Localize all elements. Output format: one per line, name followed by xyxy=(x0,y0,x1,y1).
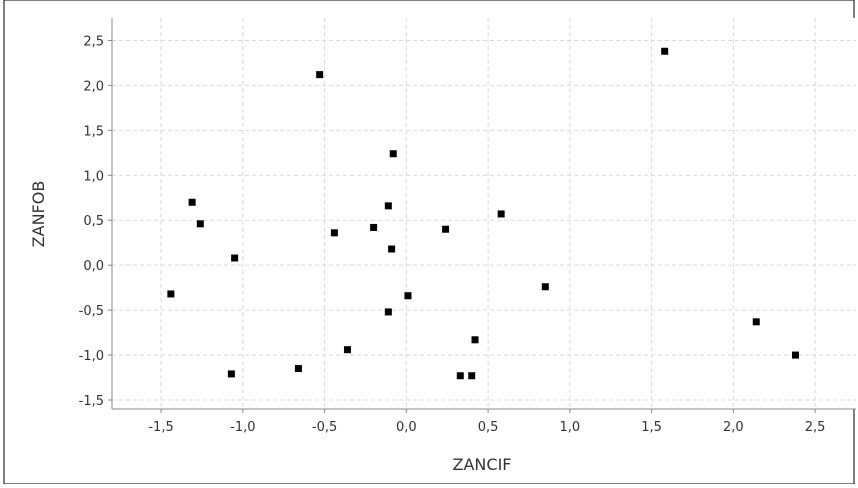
data-point xyxy=(370,223,378,231)
x-tick-label: -0,5 xyxy=(312,420,337,435)
data-point xyxy=(388,245,396,253)
grid-lines xyxy=(112,18,856,409)
y-tick-label: -1,0 xyxy=(79,349,104,364)
data-point xyxy=(404,292,412,300)
y-axis-label: ZANFOB xyxy=(29,181,48,248)
plot-area xyxy=(112,18,856,409)
data-point xyxy=(384,308,392,316)
y-tick-label: -0,5 xyxy=(79,304,104,319)
data-point xyxy=(231,254,239,262)
data-point xyxy=(196,220,204,228)
x-axis-label: ZANCIF xyxy=(453,455,512,474)
data-point xyxy=(752,318,760,326)
data-point xyxy=(791,351,799,359)
y-tick-label: 0,5 xyxy=(83,214,104,229)
data-point xyxy=(384,202,392,210)
data-point xyxy=(227,370,235,378)
data-point xyxy=(661,47,669,55)
data-point xyxy=(343,346,351,354)
y-tick-label: 2,0 xyxy=(83,79,104,94)
x-tick-label: -1,0 xyxy=(230,420,255,435)
x-tick-label: 1,5 xyxy=(641,420,662,435)
x-axis-ticks: -1,5 -1,0 -0,5 0,0 0,5 1,0 1,5 2,0 2,5 xyxy=(148,409,825,435)
x-tick-label: 2,0 xyxy=(723,420,744,435)
data-point xyxy=(389,150,397,158)
data-point xyxy=(316,71,324,79)
x-tick-label: 0,5 xyxy=(478,420,499,435)
y-tick-label: 0,0 xyxy=(83,259,104,274)
y-tick-label: 1,5 xyxy=(83,124,104,139)
data-point xyxy=(497,210,505,218)
y-tick-label: -1,5 xyxy=(79,394,104,409)
y-axis-ticks: -1,5 -1,0 -0,5 0,0 0,5 1,0 1,5 2,0 2,5 xyxy=(79,34,112,409)
x-tick-label: -1,5 xyxy=(148,420,173,435)
data-point xyxy=(442,225,450,233)
data-point xyxy=(541,283,549,291)
data-point xyxy=(330,229,338,237)
x-tick-label: 2,5 xyxy=(805,420,826,435)
y-tick-label: 1,0 xyxy=(83,169,104,184)
data-points xyxy=(167,47,799,380)
data-point xyxy=(167,290,175,298)
data-point xyxy=(188,198,196,206)
data-point xyxy=(468,372,476,380)
x-tick-label: 1,0 xyxy=(560,420,581,435)
x-tick-label: 0,0 xyxy=(396,420,417,435)
axes xyxy=(111,18,856,410)
data-point xyxy=(456,372,464,380)
data-point xyxy=(471,336,479,344)
y-tick-label: 2,5 xyxy=(83,34,104,49)
data-point xyxy=(294,365,302,373)
